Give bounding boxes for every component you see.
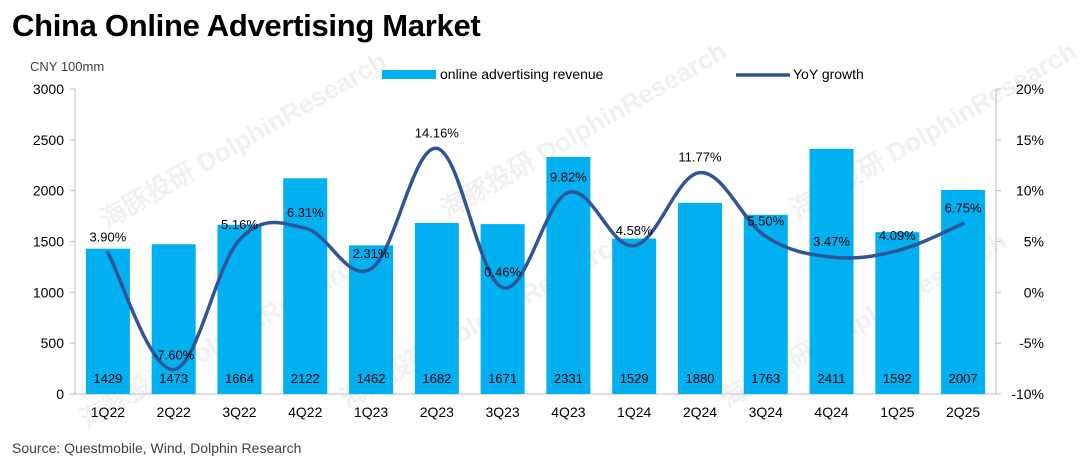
x-axis-tick-label: 2Q25 [946, 404, 980, 420]
line-value-label: 4.09% [879, 228, 916, 243]
bar-value-label: 1671 [488, 371, 517, 386]
x-axis-tick-label: 4Q24 [814, 404, 848, 420]
x-axis-tick-label: 4Q22 [288, 404, 322, 420]
left-axis-tick-label: 1500 [33, 234, 64, 250]
x-axis-tick-label: 2Q22 [157, 404, 191, 420]
x-axis-tick-label: 3Q24 [749, 404, 783, 420]
left-axis-tick-label: 1000 [33, 284, 64, 300]
line-value-label: -7.60% [153, 348, 195, 363]
left-axis-unit-label: CNY 100mm [30, 59, 105, 74]
bar-4Q24 [809, 148, 854, 394]
bar-value-label: 1664 [225, 371, 254, 386]
bar-value-label: 2007 [949, 371, 978, 386]
line-value-label: 3.90% [89, 230, 126, 245]
bar-value-label: 1473 [159, 371, 188, 386]
x-axis-tick-label: 3Q23 [485, 404, 519, 420]
bar-1Q22 [85, 248, 130, 394]
left-axis-tick-label: 500 [41, 335, 65, 351]
bar-4Q22 [283, 178, 328, 394]
line-value-label: 14.16% [415, 125, 460, 140]
line-value-label: 5.16% [221, 217, 258, 232]
bar-value-label: 1880 [686, 371, 715, 386]
x-axis-tick-label: 2Q24 [683, 404, 717, 420]
line-value-label: 5.50% [747, 213, 784, 228]
x-axis-tick-label: 1Q25 [880, 404, 914, 420]
x-axis-tick-label: 2Q23 [420, 404, 454, 420]
bar-value-label: 2122 [291, 371, 320, 386]
bar-value-label: 1529 [620, 371, 649, 386]
line-value-label: 2.31% [353, 246, 390, 261]
bar-1Q25 [875, 232, 920, 394]
bar-1Q24 [612, 238, 657, 394]
bar-3Q22 [217, 224, 262, 394]
bar-2Q25 [941, 189, 986, 394]
line-value-label: 3.47% [813, 234, 850, 249]
line-value-label: 4.58% [616, 223, 653, 238]
x-axis-tick-label: 1Q23 [354, 404, 388, 420]
left-axis-tick-label: 2000 [33, 183, 64, 199]
right-axis-tick-label: 15% [1016, 132, 1044, 148]
legend-label-yoy: YoY growth [793, 66, 864, 82]
bar-value-label: 1429 [93, 371, 122, 386]
line-value-label: 0.46% [484, 265, 521, 280]
bar-2Q23 [414, 222, 459, 394]
line-value-label: 6.31% [287, 205, 324, 220]
line-value-label: 9.82% [550, 169, 587, 184]
x-axis-tick-label: 1Q22 [91, 404, 125, 420]
chart-title: China Online Advertising Market [12, 8, 481, 43]
x-axis-tick-label: 3Q22 [222, 404, 256, 420]
bar-3Q24 [743, 214, 788, 394]
line-value-label: 6.75% [945, 201, 982, 216]
bar-value-label: 2331 [554, 371, 583, 386]
legend-swatch-revenue [382, 70, 436, 79]
bar-value-label: 1592 [883, 371, 912, 386]
bar-3Q23 [480, 224, 525, 394]
right-axis-tick-label: -5% [1019, 335, 1044, 351]
x-axis-tick-label: 4Q23 [551, 404, 585, 420]
left-axis-tick-label: 0 [56, 386, 64, 402]
right-axis-tick-label: -10% [1011, 386, 1044, 402]
source-note: Source: Questmobile, Wind, Dolphin Resea… [12, 440, 302, 456]
x-axis-tick-label: 1Q24 [617, 404, 651, 420]
bar-value-label: 2411 [818, 371, 846, 386]
right-axis-tick-label: 20% [1016, 81, 1044, 97]
line-value-label: 11.77% [678, 150, 722, 165]
right-axis-tick-label: 5% [1024, 234, 1044, 250]
right-axis-tick-label: 10% [1016, 183, 1044, 199]
left-axis-tick-label: 3000 [33, 81, 64, 97]
right-axis-tick-label: 0% [1024, 284, 1044, 300]
bar-value-label: 1682 [422, 371, 451, 386]
bar-2Q24 [677, 202, 722, 394]
legend-label-revenue: online advertising revenue [440, 66, 604, 82]
yoy-growth-line [106, 146, 965, 372]
bar-value-label: 1462 [357, 371, 386, 386]
left-axis-tick-label: 2500 [33, 132, 64, 148]
bar-value-label: 1763 [751, 371, 780, 386]
